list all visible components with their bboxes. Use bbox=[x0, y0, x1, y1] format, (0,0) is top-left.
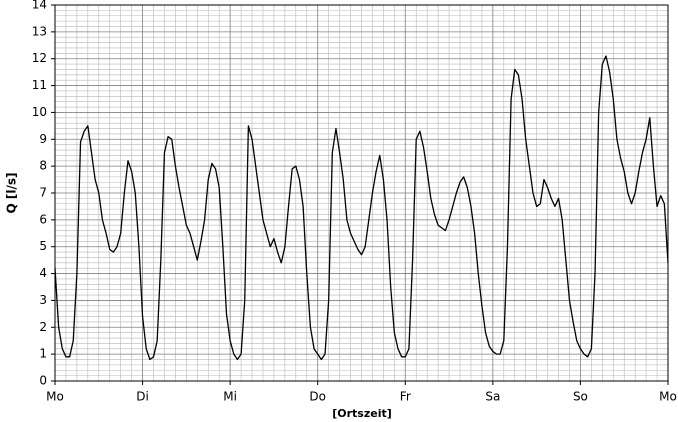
y-axis-label: Q [l/s] bbox=[5, 173, 19, 214]
x-tick-label: Mo bbox=[659, 390, 677, 404]
y-tick-label: 8 bbox=[39, 159, 47, 173]
x-tick-label: Mi bbox=[223, 390, 237, 404]
y-tick-label: 5 bbox=[39, 239, 47, 253]
y-tick-label: 12 bbox=[32, 51, 47, 65]
x-tick-label: Sa bbox=[485, 390, 500, 404]
y-tick-label: 7 bbox=[39, 186, 47, 200]
y-tick-label: 11 bbox=[32, 78, 47, 92]
x-tick-label: Fr bbox=[400, 390, 411, 404]
x-tick-label: So bbox=[573, 390, 588, 404]
y-tick-label: 10 bbox=[32, 105, 47, 119]
y-tick-label: 0 bbox=[39, 374, 47, 388]
y-tick-label: 2 bbox=[39, 320, 47, 334]
y-tick-label: 6 bbox=[39, 212, 47, 226]
y-tick-label: 9 bbox=[39, 132, 47, 146]
y-tick-label: 4 bbox=[39, 266, 47, 280]
x-tick-label: Mo bbox=[46, 390, 64, 404]
x-axis-label: [Ortszeit] bbox=[332, 407, 392, 420]
y-tick-label: 14 bbox=[32, 0, 47, 12]
y-tick-label: 3 bbox=[39, 293, 47, 307]
x-tick-label: Do bbox=[309, 390, 326, 404]
y-tick-label: 1 bbox=[39, 347, 47, 361]
x-tick-label: Di bbox=[136, 390, 149, 404]
plot-frame bbox=[54, 4, 669, 382]
y-tick-label: 13 bbox=[32, 24, 47, 38]
data-line bbox=[54, 55, 669, 361]
